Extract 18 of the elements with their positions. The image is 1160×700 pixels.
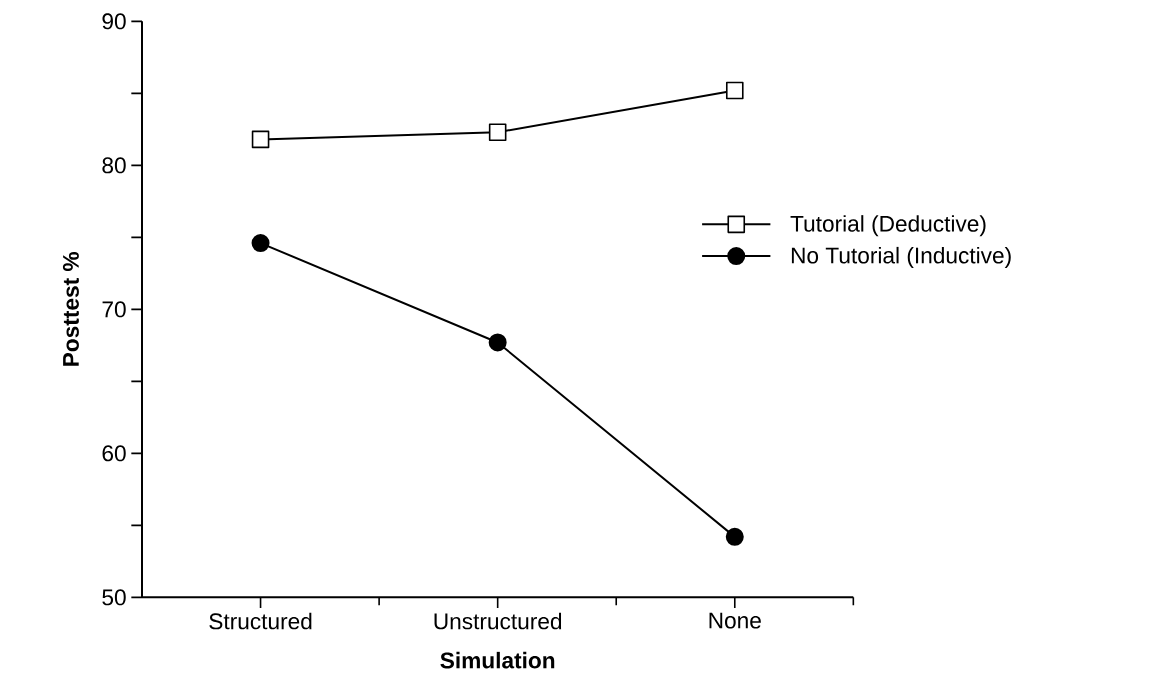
x-tick-label: Structured <box>209 612 312 630</box>
y-tick-label: 80 <box>102 157 126 174</box>
x-tick-label: None <box>709 612 761 629</box>
legend-label: No Tutorial (Inductive) <box>791 246 1011 268</box>
point <box>488 333 507 352</box>
y-axis-title: Posttest % <box>62 252 79 366</box>
y-tick-label: 60 <box>102 445 126 462</box>
point <box>725 527 744 546</box>
x-axis-title: Simulation <box>440 651 555 669</box>
legend-label: Tutorial (Deductive) <box>790 215 986 237</box>
y-tick-label: 70 <box>102 301 126 318</box>
y-tick-label: 50 <box>102 589 126 606</box>
point <box>251 130 270 149</box>
y-tick-label: 90 <box>102 13 126 30</box>
point <box>251 234 270 253</box>
point <box>488 123 507 142</box>
point <box>725 81 744 100</box>
x-tick-label: Unstructured <box>434 612 562 630</box>
